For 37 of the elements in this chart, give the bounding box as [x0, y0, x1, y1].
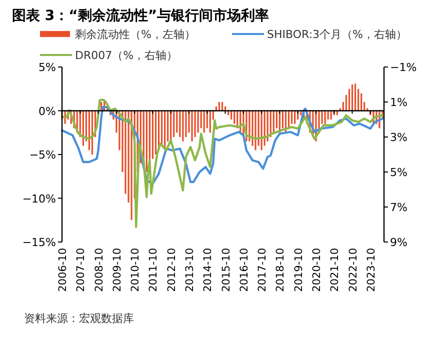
x-tick-label: 2019-10 — [292, 248, 305, 292]
x-tick-label: 2007-10 — [75, 248, 88, 292]
y2-tick-label: 3% — [390, 131, 408, 144]
y2-tick-label: 7% — [390, 201, 408, 214]
legend-label: SHIBOR:3个月（%，右轴） — [267, 28, 407, 41]
y-tick-label: −15% — [22, 236, 56, 249]
x-tick-label: 2010-10 — [130, 248, 142, 292]
y-tick-label: 5% — [38, 61, 56, 74]
y2-tick-label: 5% — [390, 166, 408, 179]
legend-item: 剩余流动性（%，左轴） — [40, 28, 196, 41]
x-tick-label: 2016-10 — [238, 248, 250, 292]
legend-label: DR007（%，右轴） — [75, 49, 178, 62]
x-tick-label: 2006-10 — [57, 248, 69, 292]
x-tick-label: 2009-10 — [111, 248, 124, 292]
x-tick-label: 2013-10 — [184, 248, 196, 292]
y2-tick-label: 1% — [390, 96, 408, 109]
text: 资料来源：宏观数据库 — [24, 312, 134, 325]
x-tick-label: 2022-10 — [347, 248, 360, 292]
x-tick-label: 2011-10 — [148, 248, 160, 292]
legend-label: 剩余流动性（%，左轴） — [75, 28, 196, 41]
y-tick-label: 0% — [38, 104, 56, 118]
y-tick-label: −10% — [22, 192, 56, 206]
y2-tick-label: 9% — [390, 236, 408, 249]
x-tick-label: 2023-10 — [365, 248, 378, 292]
x-tick-label: 2012-10 — [166, 248, 178, 292]
x-tick-label: 2015-10 — [220, 248, 232, 292]
x-tick-label: 2017-10 — [256, 248, 269, 292]
y2-tick-label: −1% — [390, 61, 417, 74]
x-tick-label: 2014-10 — [202, 248, 214, 292]
y-tick-label: −5% — [29, 148, 56, 162]
x-tick-label: 2021-10 — [329, 248, 342, 292]
x-tick-label: 2020-10 — [310, 248, 323, 292]
x-tick-label: 2018-10 — [274, 248, 287, 292]
legend-item: DR007（%，右轴） — [40, 49, 178, 62]
x-tick-label: 2008-10 — [93, 248, 106, 292]
legend-item: SHIBOR:3个月（%，右轴） — [232, 28, 407, 41]
chart-title: 图表 3：“剩余流动性”与银行间市场利率 — [12, 7, 270, 24]
